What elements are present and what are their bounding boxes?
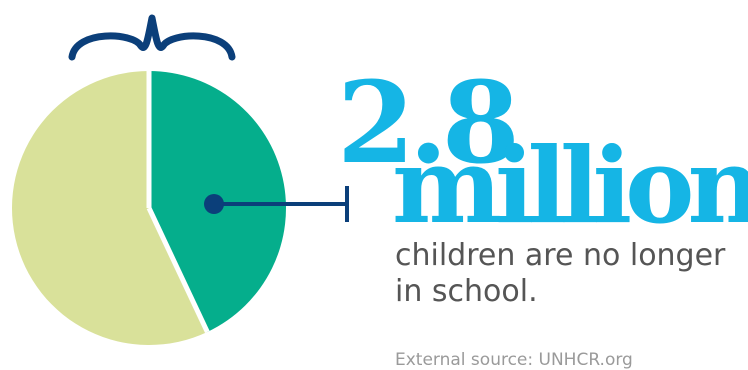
pie-slice-main [11,70,208,345]
source-credit: External source: UNHCR.org [395,350,633,370]
dot-line-pointer-icon [204,186,349,222]
caption-text: children are no longer in school. [395,238,726,309]
headline-unit: million [392,124,748,247]
curly-brace-icon [68,14,236,61]
pie-slice-separator [146,206,210,334]
headline-number: 2.8 [337,58,520,189]
pie-slices [11,70,286,345]
